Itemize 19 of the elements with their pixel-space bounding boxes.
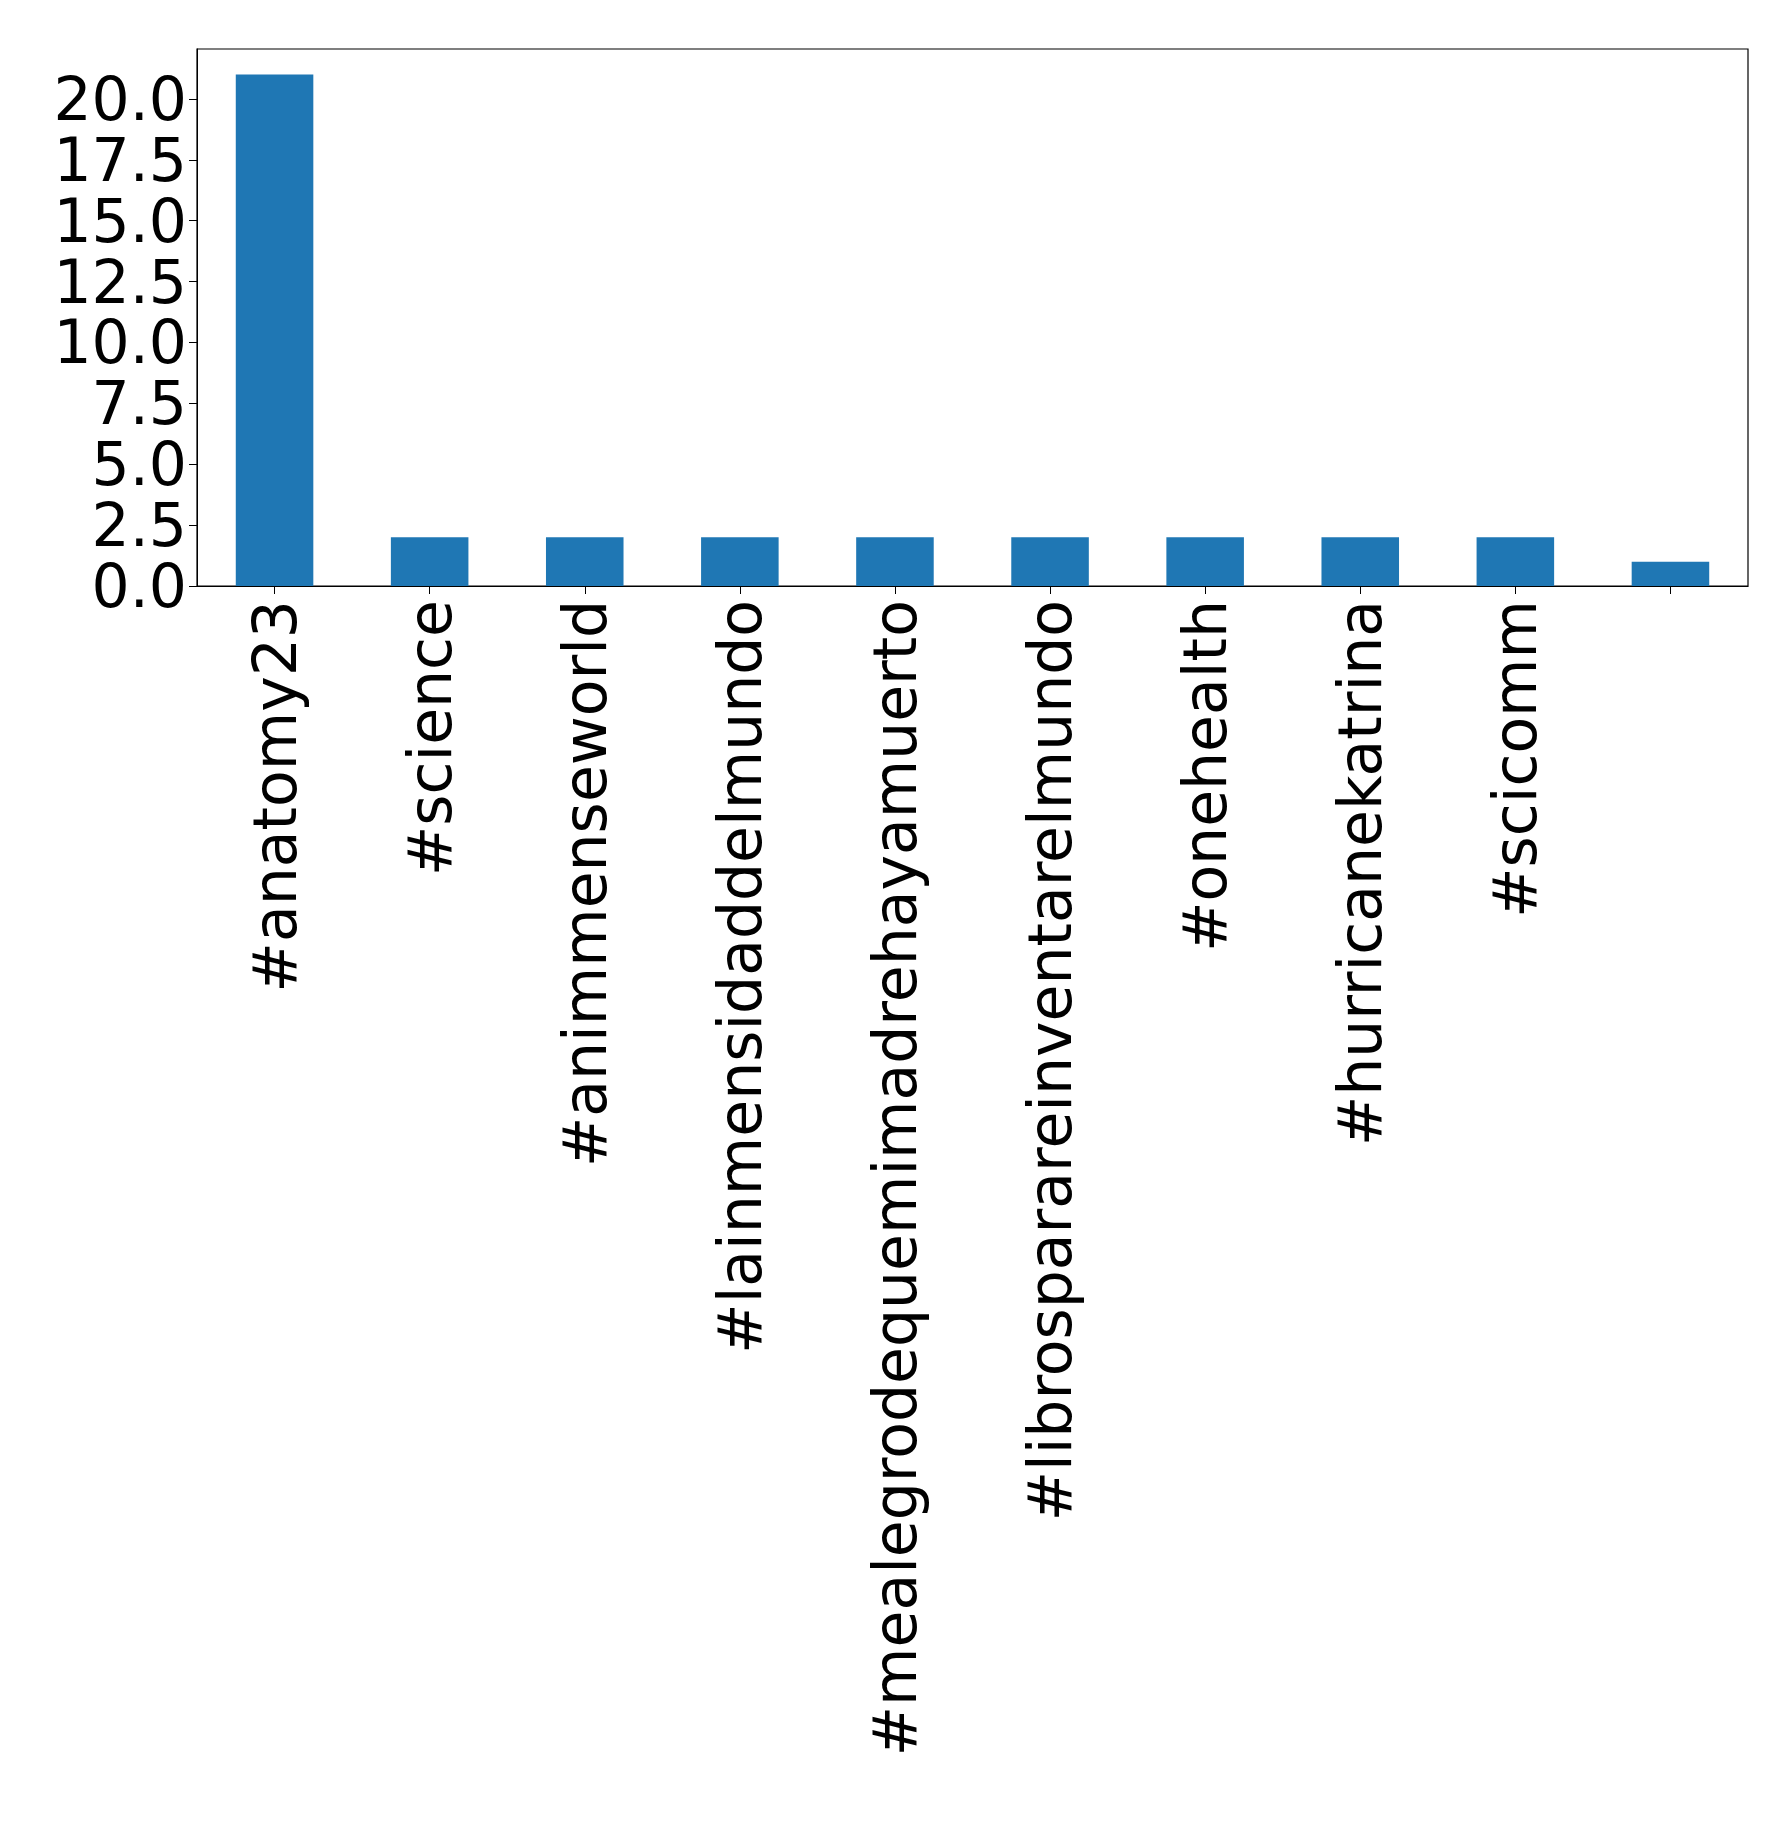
bar	[856, 537, 934, 586]
x-tick-label: #mealegrodequemimadrehayamuerto	[859, 600, 930, 1757]
bar	[235, 74, 314, 586]
bar	[1476, 537, 1555, 586]
x-tick-label: #onehealth	[1170, 600, 1241, 952]
bar	[1166, 537, 1244, 586]
x-tick-label: #librosparareinventarelmundo	[1015, 600, 1086, 1522]
x-tick-label: #animmenseworld	[549, 600, 620, 1167]
bar	[1011, 537, 1089, 586]
x-tick-label: #scicomm	[1480, 600, 1551, 918]
bar	[545, 537, 624, 586]
x-tick-label: #anatomy23	[239, 600, 310, 993]
x-tick-label: #hurricanekatrina	[1325, 600, 1396, 1147]
bar	[701, 537, 779, 586]
x-tick-label: #lainmensidaddelmundo	[704, 600, 775, 1354]
bar	[390, 537, 469, 586]
bar	[1631, 561, 1710, 586]
bar	[1321, 537, 1400, 586]
x-tick-label: #science	[394, 600, 465, 877]
